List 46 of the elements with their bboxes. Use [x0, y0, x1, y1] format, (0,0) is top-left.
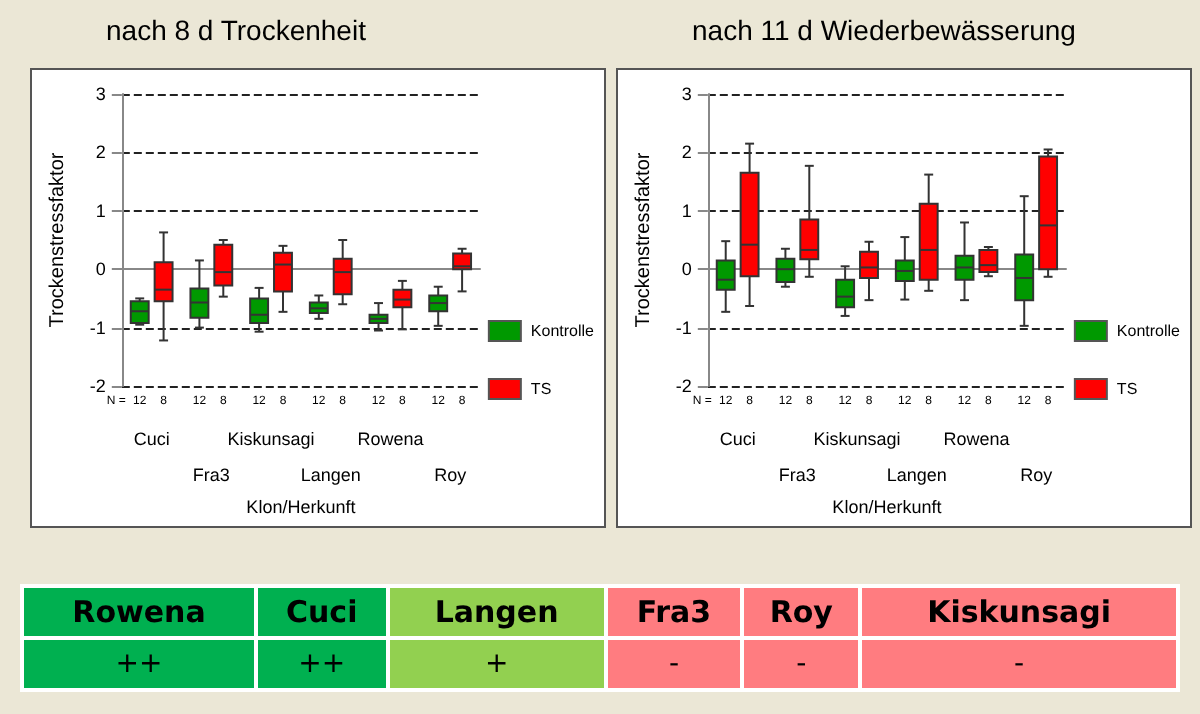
y-tick-label: -1	[89, 317, 106, 338]
category-label: Rowena	[22, 586, 256, 638]
chart-title: nach 11 d Wiederbewässerung	[690, 12, 1078, 50]
text: -	[1014, 648, 1025, 680]
y-tick-label: 2	[681, 142, 692, 163]
y-axis-title: Trockenstressfaktor	[633, 151, 655, 328]
legend-label: TS	[1116, 380, 1138, 398]
chart-title: nach 8 d Trockenheit	[104, 12, 368, 50]
x-tick-label: Roy	[1020, 465, 1054, 485]
category-label: Cuci	[255, 586, 388, 638]
legend-label: TS	[530, 380, 552, 398]
y-axis-title: Trockenstressfaktor	[47, 151, 69, 328]
y-tick-label: -2	[675, 376, 692, 396]
text: ++	[298, 648, 346, 680]
text: -	[796, 648, 807, 680]
x-tick-label: Cuci	[133, 429, 170, 449]
x-axis-title: Klon/Herkunft	[246, 497, 357, 517]
y-tick-label: -1	[675, 317, 692, 338]
y-tick-label: 1	[681, 200, 692, 221]
legend-label: Kontrolle	[1116, 322, 1182, 340]
category-label: Fra3	[605, 586, 743, 638]
category-label: Roy	[742, 586, 861, 638]
y-tick-label: 1	[95, 200, 106, 221]
y-tick-label: 3	[95, 84, 106, 104]
text: -	[668, 648, 680, 680]
category-label: Kiskunsagi	[860, 586, 1178, 638]
x-tick-label: Kiskunsagi	[227, 429, 315, 449]
legend-label: Kontrolle	[530, 322, 596, 340]
x-tick-label: Langen	[300, 465, 361, 485]
x-tick-label: Langen	[886, 465, 947, 485]
y-tick-label: 0	[681, 259, 692, 280]
y-tick-label: 0	[95, 259, 106, 280]
x-tick-label: Rowena	[943, 429, 1010, 449]
x-tick-label: Cuci	[719, 429, 756, 449]
x-tick-label: Roy	[434, 465, 468, 485]
category-label: Langen	[387, 586, 606, 638]
x-tick-label: Fra3	[778, 465, 816, 485]
x-axis-title: Klon/Herkunft	[832, 497, 943, 517]
y-tick-label: 2	[95, 142, 106, 163]
text: +	[484, 648, 509, 680]
y-tick-label: -2	[89, 376, 106, 396]
x-tick-label: Fra3	[192, 465, 230, 485]
y-tick-label: 3	[681, 84, 692, 104]
text: ++	[115, 648, 163, 680]
x-tick-label: Kiskunsagi	[813, 429, 901, 449]
x-tick-label: Rowena	[357, 429, 424, 449]
